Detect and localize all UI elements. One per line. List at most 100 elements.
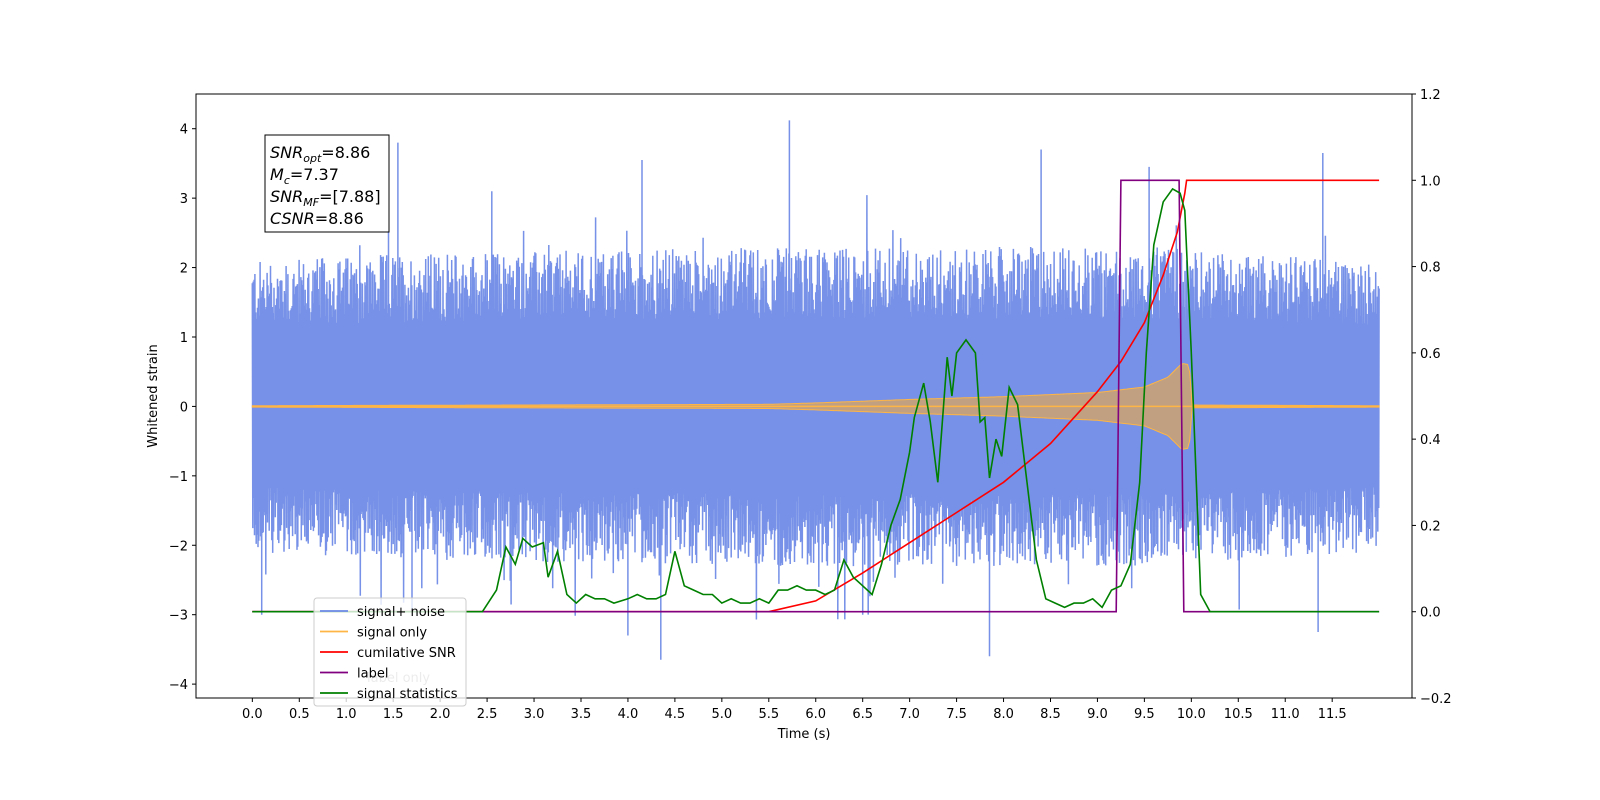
x-tick-label: 8.5 (1040, 707, 1061, 722)
legend-label: label (357, 667, 388, 682)
x-tick-label: 9.0 (1087, 707, 1108, 722)
y-tick-label: 1 (180, 331, 188, 346)
y-tick: −2 (169, 539, 196, 554)
x-tick-label: 4.5 (665, 707, 686, 722)
y-tick-label: −2 (169, 539, 188, 554)
y-tick-label: −1 (169, 470, 188, 485)
annotation-line: Mc=7.37 (270, 165, 339, 187)
annotation-value: =[7.88] (319, 187, 381, 206)
x-tick-label: 10.0 (1177, 707, 1206, 722)
x-tick: 3.5 (571, 698, 592, 722)
series-signal-only (251, 363, 1380, 450)
legend-item: signal+ noise (320, 605, 445, 620)
x-tick: 7.5 (946, 698, 967, 722)
x-tick-label: 7.5 (946, 707, 967, 722)
x-tick-label: 2.0 (430, 707, 451, 722)
x-tick: 7.0 (899, 698, 920, 722)
line-cumilative-snr (252, 179, 1380, 613)
y-axis-label: Whitened strain (146, 344, 161, 447)
annotation-line: SNRopt=8.86 (270, 143, 370, 165)
legend-label: cumilative SNR (357, 646, 456, 661)
y-tick-label: 4 (180, 123, 188, 138)
x-axis-label: Time (s) (777, 727, 831, 742)
x-tick: 3.0 (524, 698, 545, 722)
y2-tick: 0.2 (1412, 519, 1441, 534)
y-tick: 4 (180, 123, 196, 138)
line-signal-noise (251, 120, 1380, 660)
x-tick-label: 0.0 (242, 707, 263, 722)
x-tick-label: 6.5 (852, 707, 873, 722)
y-tick: 0 (180, 400, 196, 415)
annotation-symbol: SNR (270, 143, 303, 162)
y-axis-left: −4 −3 −2 −1 0 1 2 3 4 (169, 123, 196, 693)
y2-tick-label: 0.2 (1420, 519, 1441, 534)
y2-tick-label: −0.2 (1420, 692, 1452, 707)
y-tick-label: 0 (180, 400, 188, 415)
y-axis-right: −0.2 0.0 0.2 0.4 0.6 0.8 1.0 1.2 (1412, 88, 1452, 707)
x-tick-label: 1.0 (336, 707, 357, 722)
y2-tick: 1.2 (1412, 88, 1441, 103)
y2-tick: 0.6 (1412, 347, 1441, 362)
x-tick: 5.5 (758, 698, 779, 722)
x-tick: 9.0 (1087, 698, 1108, 722)
legend-frame (313, 597, 467, 707)
x-tick-label: 4.0 (618, 707, 639, 722)
y-tick-label: −3 (169, 609, 188, 624)
y-tick: −3 (169, 609, 196, 624)
y2-tick-label: 0.0 (1420, 606, 1441, 621)
x-tick: 10.5 (1224, 698, 1253, 722)
annotation-value: =8.86 (321, 143, 370, 162)
x-tick: 11.0 (1271, 698, 1300, 722)
x-tick-label: 6.0 (805, 707, 826, 722)
y2-tick-label: 0.4 (1420, 433, 1441, 448)
legend-item: label (320, 667, 388, 682)
x-tick: 8.0 (993, 698, 1014, 722)
plot-area (251, 120, 1380, 660)
x-tick: 11.5 (1318, 698, 1347, 722)
legend-label: signal statistics (357, 687, 458, 702)
y2-tick-label: 1.0 (1420, 174, 1441, 189)
annotation-value: =7.37 (290, 165, 339, 184)
legend-item: cumilative SNR (320, 646, 456, 661)
annotation-value: =8.86 (315, 209, 364, 228)
x-tick: 10.0 (1177, 698, 1206, 722)
axes-frame (195, 93, 1413, 699)
annotation-symbol: SNR (270, 187, 303, 206)
y2-tick: 0.4 (1412, 433, 1441, 448)
x-tick-label: 3.5 (571, 707, 592, 722)
y2-tick-label: 0.8 (1420, 261, 1441, 276)
x-tick: 4.5 (665, 698, 686, 722)
x-tick-label: 3.0 (524, 707, 545, 722)
x-tick-label: 7.0 (899, 707, 920, 722)
x-tick: 6.5 (852, 698, 873, 722)
annotation-subscript: c (284, 174, 290, 187)
y2-tick-label: 1.2 (1420, 88, 1441, 103)
y2-tick: −0.2 (1412, 692, 1452, 707)
x-tick: 6.0 (805, 698, 826, 722)
x-tick: 4.0 (618, 698, 639, 722)
line-signal-statistics (252, 187, 1380, 613)
x-tick: 8.5 (1040, 698, 1061, 722)
annotation-frame (264, 134, 390, 233)
y2-tick: 0.0 (1412, 606, 1441, 621)
legend-label: signal only (357, 626, 427, 641)
x-tick-label: 10.5 (1224, 707, 1253, 722)
x-tick-label: 9.5 (1134, 707, 1155, 722)
x-tick: 2.5 (477, 698, 497, 722)
y-tick: −4 (169, 678, 196, 693)
y-tick-label: −4 (169, 678, 188, 693)
legend-item: signal statistics (320, 687, 458, 702)
annotation-subscript: opt (303, 152, 322, 165)
x-tick-label: 0.5 (289, 707, 310, 722)
x-tick: 0.0 (242, 698, 263, 722)
x-tick-label: 5.5 (758, 707, 779, 722)
y-tick: 3 (180, 192, 196, 207)
x-tick: 9.5 (1134, 698, 1155, 722)
annotation-line: CSNR=8.86 (270, 209, 364, 228)
legend-item: signal only (320, 626, 427, 641)
y2-tick: 1.0 (1412, 174, 1441, 189)
x-tick-label: 11.5 (1318, 707, 1347, 722)
